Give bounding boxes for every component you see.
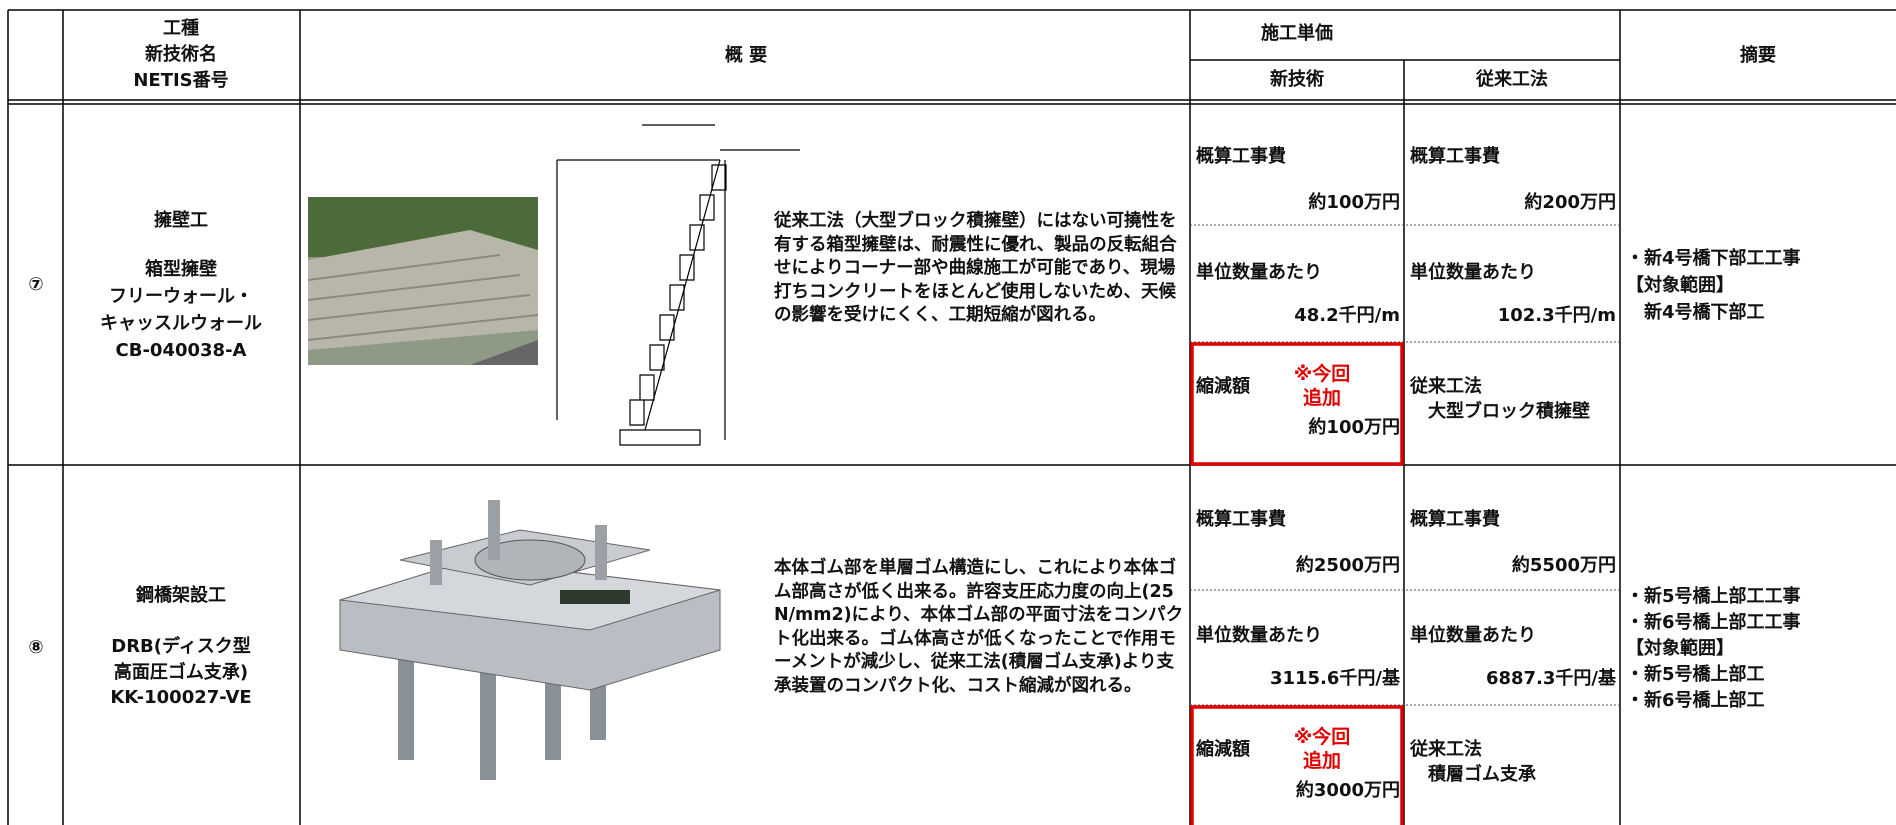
netis-number: KK-100027-VE <box>110 687 252 708</box>
method: 大型ブロック積擁壁 <box>1428 401 1590 422</box>
saving-value: 約3000万円 <box>1295 780 1400 801</box>
netis-number: CB-040038-A <box>115 340 247 361</box>
cost-value: 約100万円 <box>1308 192 1400 213</box>
saving-label: 縮減額 <box>1196 376 1250 397</box>
saving-value: 約100万円 <box>1308 417 1400 438</box>
header-label: NETIS番号 <box>133 70 229 91</box>
unit-label: 単位数量あたり <box>1196 262 1322 283</box>
header-label: 工種 <box>163 18 199 39</box>
cost-value: 約200万円 <box>1524 192 1616 213</box>
method-label: 従来工法 <box>1410 739 1482 760</box>
category: 擁壁工 <box>154 210 208 231</box>
cost-label: 概算工事費 <box>1196 146 1286 167</box>
remark: ・新5号橋上部工 <box>1626 664 1765 685</box>
header-label: 新技術名 <box>145 44 217 65</box>
unit-value: 102.3千円/m <box>1497 305 1616 326</box>
row-number: ⑧ <box>28 637 44 658</box>
unit-label: 単位数量あたり <box>1410 262 1536 283</box>
saving-label: 縮減額 <box>1196 739 1250 760</box>
tech-name: 高面圧ゴム支承) <box>113 661 249 683</box>
tech-name: フリーウォール・ <box>109 286 253 307</box>
tech-name: 箱型擁壁 <box>145 259 217 280</box>
method: 積層ゴム支承 <box>1428 764 1536 785</box>
photo-retaining-wall <box>307 197 539 365</box>
header-label: 施工単価 <box>1261 23 1333 44</box>
unit-value: 48.2千円/m <box>1294 305 1400 326</box>
unit-label: 単位数量あたり <box>1196 625 1322 646</box>
unit-label: 単位数量あたり <box>1410 625 1536 646</box>
method-label: 従来工法 <box>1410 376 1482 397</box>
bearing-illustration <box>339 500 721 780</box>
cost-label: 概算工事費 <box>1196 509 1286 530</box>
remark: ・新5号橋上部工工事 <box>1626 586 1801 607</box>
remark: ・新4号橋下部工工事 <box>1626 248 1801 269</box>
note: 追加 <box>1302 387 1342 409</box>
remark: ・新6号橋上部工 <box>1626 690 1765 711</box>
remark: 【対象範囲】 <box>1626 638 1734 659</box>
tech-name: DRB(ディスク型 <box>111 636 251 657</box>
note: 追加 <box>1302 750 1342 772</box>
cost-label: 概算工事費 <box>1410 146 1500 167</box>
description: 従来工法（大型ブロック積擁壁）にはない可撓性を有する箱型擁壁は、耐震性に優れ、製… <box>774 211 1177 326</box>
cost-value: 約5500万円 <box>1511 555 1616 576</box>
category: 鋼橋架設工 <box>136 585 226 606</box>
remark: 新4号橋下部工 <box>1626 302 1765 323</box>
note: ※今回 <box>1293 363 1351 385</box>
note: ※今回 <box>1293 726 1351 748</box>
remark: 【対象範囲】 <box>1626 275 1734 296</box>
header-label: 概 要 <box>724 45 768 66</box>
unit-value: 3115.6千円/基 <box>1269 668 1400 689</box>
header-label: 摘要 <box>1740 45 1776 66</box>
cost-label: 概算工事費 <box>1410 509 1500 530</box>
header-label: 新技術 <box>1270 69 1324 90</box>
header-label: 従来工法 <box>1476 69 1548 90</box>
remark: ・新6号橋上部工工事 <box>1626 612 1801 633</box>
section-drawing <box>556 124 800 446</box>
unit-value: 6887.3千円/基 <box>1485 668 1616 689</box>
description: 本体ゴム部を単層ゴム構造にし、これにより本体ゴム部高さが低く出来る。許容支圧応力… <box>774 558 1184 696</box>
cost-value: 約2500万円 <box>1295 555 1400 576</box>
row-number: ⑦ <box>28 274 44 295</box>
tech-name: キャッスルウォール <box>100 313 262 334</box>
